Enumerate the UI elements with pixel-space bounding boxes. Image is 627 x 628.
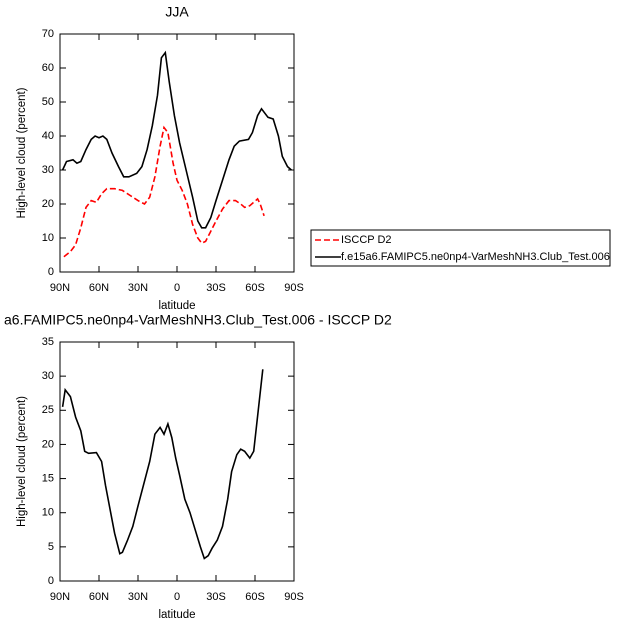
y-tick-label: 10 [42, 232, 54, 244]
y-tick-label: 10 [42, 507, 54, 519]
y-tick-label: 15 [42, 472, 54, 484]
legend-box [310, 229, 611, 267]
x-tick-label: 30S [206, 591, 226, 603]
plot-frame [59, 341, 295, 582]
legend-label: f.e15a6.FAMIPC5.ne0np4-VarMeshNH3.Club_T… [341, 251, 610, 263]
x-tick-label: 60S [245, 282, 265, 294]
y-axis-label: High-level cloud (percent) [16, 396, 28, 527]
y-axis-label: High-level cloud (percent) [16, 87, 28, 218]
y-tick-label: 0 [48, 575, 54, 587]
x-tick-label: 30S [206, 282, 226, 294]
y-tick-label: 20 [42, 438, 54, 450]
x-tick-label: 60S [245, 591, 265, 603]
legend-label: ISCCP D2 [341, 234, 392, 246]
y-tick-label: 35 [42, 336, 54, 348]
x-tick-label: 30N [128, 591, 148, 603]
x-tick-label: 0 [174, 282, 180, 294]
x-tick-label: 90N [50, 591, 70, 603]
x-tick-label: 60N [89, 282, 109, 294]
x-tick-label: 90N [50, 282, 70, 294]
x-tick-label: 90S [284, 591, 304, 603]
y-tick-label: 5 [48, 541, 54, 553]
y-tick-label: 60 [42, 62, 54, 74]
y-tick-label: 0 [48, 266, 54, 278]
x-axis-label: latitude [158, 609, 195, 621]
data-line [61, 369, 264, 560]
x-tick-label: 90S [284, 282, 304, 294]
x-axis-label: latitude [158, 300, 195, 312]
x-tick-label: 30N [128, 282, 148, 294]
y-tick-label: 50 [42, 96, 54, 108]
y-tick-label: 30 [42, 164, 54, 176]
x-tick-label: 60N [89, 591, 109, 603]
data-line [61, 50, 292, 229]
y-tick-label: 30 [42, 370, 54, 382]
chart-title: a6.FAMIPC5.ne0np4-VarMeshNH3.Club_Test.0… [4, 312, 392, 328]
y-tick-label: 40 [42, 130, 54, 142]
data-line [63, 125, 265, 258]
y-tick-label: 25 [42, 404, 54, 416]
y-tick-label: 70 [42, 28, 54, 40]
x-tick-label: 0 [174, 591, 180, 603]
y-tick-label: 20 [42, 198, 54, 210]
plot-frame [59, 33, 295, 273]
chart-title: JJA [165, 4, 189, 20]
